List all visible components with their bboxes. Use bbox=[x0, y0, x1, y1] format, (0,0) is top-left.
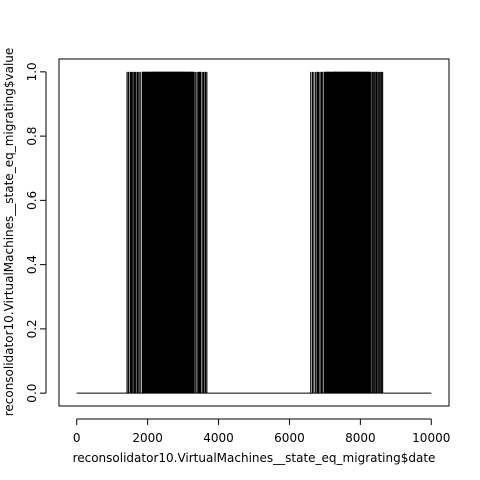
plot-frame bbox=[58, 58, 450, 407]
y-axis-label: reconsolidator10.VirtualMachines__state_… bbox=[2, 48, 16, 417]
data-layer bbox=[76, 71, 432, 394]
x-tick-label: 0 bbox=[73, 431, 81, 445]
x-tick-label: 10000 bbox=[412, 431, 450, 445]
y-tick-label: 0.8 bbox=[25, 127, 39, 146]
series-segment bbox=[310, 71, 384, 394]
x-tick-label: 2000 bbox=[132, 431, 163, 445]
series-segment bbox=[126, 71, 208, 394]
y-tick-label: 0.2 bbox=[25, 319, 39, 338]
y-tick-label: 0.0 bbox=[25, 384, 39, 403]
dense-region bbox=[332, 71, 362, 394]
y-tick-label: 0.4 bbox=[25, 255, 39, 274]
dense-region bbox=[151, 71, 184, 394]
x-tick-label: 6000 bbox=[274, 431, 305, 445]
x-axis: 0 2000 4000 6000 8000 10000 bbox=[73, 418, 450, 445]
y-tick-label: 1.0 bbox=[25, 62, 39, 81]
x-tick-label: 8000 bbox=[345, 431, 376, 445]
y-tick-label: 0.6 bbox=[25, 191, 39, 210]
y-axis: 0.0 0.2 0.4 0.6 0.8 1.0 bbox=[25, 62, 47, 403]
x-tick-label: 4000 bbox=[203, 431, 234, 445]
x-axis-label: reconsolidator10.VirtualMachines__state_… bbox=[73, 451, 436, 465]
